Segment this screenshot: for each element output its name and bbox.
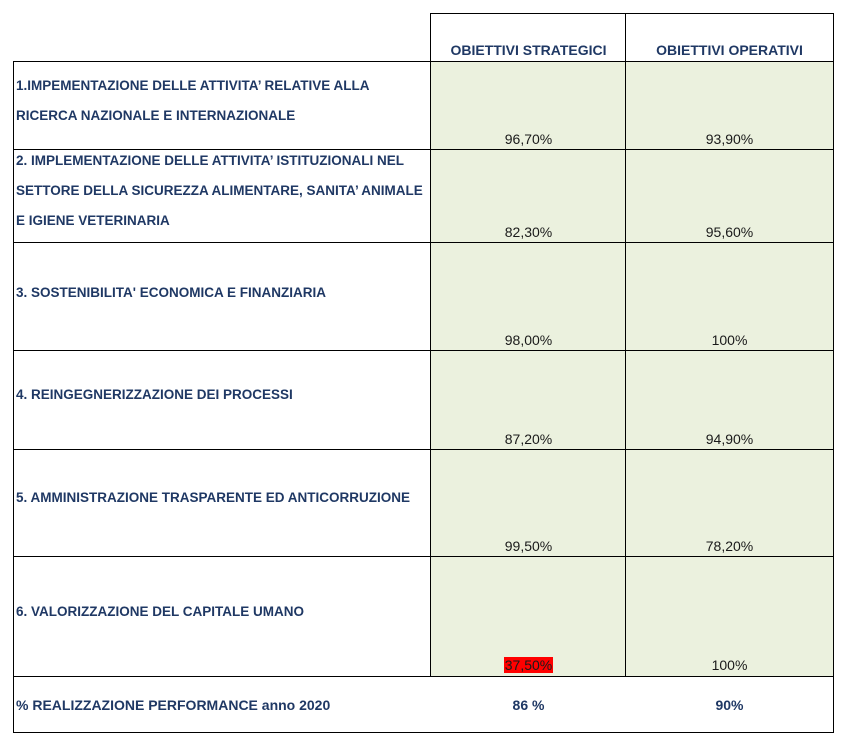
header-operational: OBIETTIVI OPERATIVI xyxy=(656,42,803,58)
operational-value-4: 94,90% xyxy=(705,431,754,447)
operational-column-fill xyxy=(626,62,833,676)
row-label-2: 2. IMPLEMENTAZIONE DELLE ATTIVITA’ ISTIT… xyxy=(16,153,423,228)
total-strategic: 86 % xyxy=(512,697,545,713)
grid-line xyxy=(13,350,834,351)
grid-line xyxy=(625,13,626,677)
operational-value-3: 100% xyxy=(711,332,748,348)
grid-line xyxy=(833,13,834,733)
grid-line xyxy=(13,449,834,450)
strategic-value-5: 99,50% xyxy=(504,538,553,554)
strategic-value-1: 96,70% xyxy=(504,131,553,147)
operational-value-2: 95,60% xyxy=(705,224,754,240)
grid-line xyxy=(13,676,834,677)
operational-value-5: 78,20% xyxy=(705,538,754,554)
grid-line xyxy=(13,556,834,557)
grid-line xyxy=(13,61,834,62)
grid-line xyxy=(430,13,431,677)
row-label-3: 3. SOSTENIBILITA' ECONOMICA E FINANZIARI… xyxy=(16,285,326,300)
strategic-value-6: 37,50% xyxy=(503,657,554,673)
strategic-value-4: 87,20% xyxy=(504,431,553,447)
strategic-value-2: 82,30% xyxy=(504,224,553,240)
row-label-1: 1.IMPEMENTAZIONE DELLE ATTIVITA’ RELATIV… xyxy=(16,78,370,123)
total-operational: 90% xyxy=(715,697,744,713)
grid-line xyxy=(430,13,834,14)
grid-line xyxy=(13,732,834,733)
grid-line xyxy=(13,149,834,150)
grid-line xyxy=(13,242,834,243)
row-label-5: 5. AMMINISTRAZIONE TRASPARENTE ED ANTICO… xyxy=(16,490,411,505)
operational-value-1: 93,90% xyxy=(705,131,754,147)
strategic-value-3: 98,00% xyxy=(504,332,553,348)
operational-value-6: 100% xyxy=(711,657,748,673)
total-label: % REALIZZAZIONE PERFORMANCE anno 2020 xyxy=(16,697,331,713)
grid-line xyxy=(13,61,14,733)
header-strategic: OBIETTIVI STRATEGICI xyxy=(450,42,607,58)
strategic-column-fill xyxy=(431,62,626,676)
row-label-6: 6. VALORIZZAZIONE DEL CAPITALE UMANO xyxy=(16,604,305,619)
row-label-4: 4. REINGEGNERIZZAZIONE DEI PROCESSI xyxy=(16,387,293,402)
strategic-value-6-cell: 37,50% xyxy=(431,657,626,673)
